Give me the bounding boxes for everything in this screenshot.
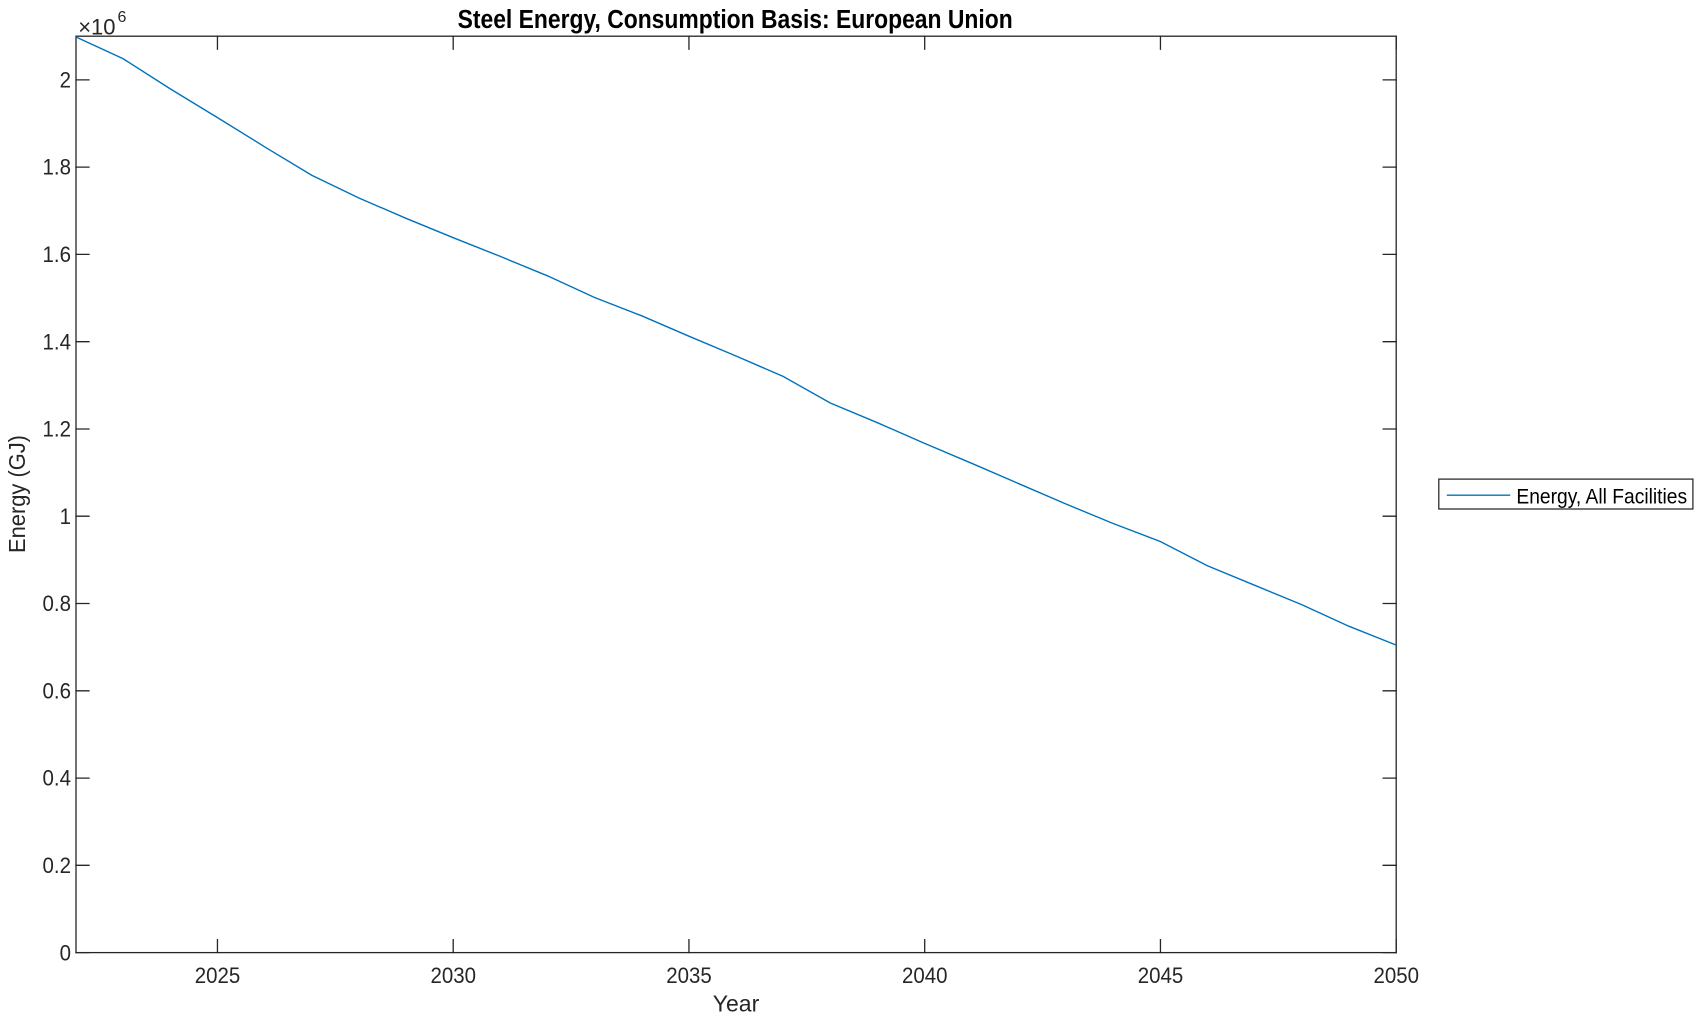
svg-text:2025: 2025: [195, 963, 241, 988]
svg-text:1.8: 1.8: [43, 155, 71, 180]
svg-text:1.2: 1.2: [43, 417, 71, 442]
svg-text:0.8: 0.8: [43, 591, 71, 616]
svg-text:2045: 2045: [1138, 963, 1184, 988]
svg-text:Energy (GJ): Energy (GJ): [4, 435, 30, 553]
svg-text:6: 6: [118, 9, 127, 26]
svg-text:0.2: 0.2: [43, 853, 71, 878]
svg-text:1.4: 1.4: [43, 330, 72, 355]
svg-text:2035: 2035: [666, 963, 712, 988]
svg-text:×10: ×10: [78, 15, 115, 40]
svg-text:Energy, All Facilities: Energy, All Facilities: [1516, 486, 1687, 509]
svg-text:2030: 2030: [430, 963, 476, 988]
svg-text:Steel Energy, Consumption Basi: Steel Energy, Consumption Basis: Europea…: [458, 6, 1013, 35]
svg-text:2050: 2050: [1373, 963, 1419, 988]
svg-text:1.6: 1.6: [43, 242, 71, 267]
svg-text:0: 0: [60, 941, 71, 966]
svg-text:2: 2: [60, 68, 71, 93]
svg-text:2040: 2040: [902, 963, 948, 988]
svg-text:0.4: 0.4: [43, 766, 72, 791]
svg-text:0.6: 0.6: [43, 679, 71, 704]
svg-text:Year: Year: [713, 991, 760, 1017]
svg-text:1: 1: [60, 504, 71, 529]
